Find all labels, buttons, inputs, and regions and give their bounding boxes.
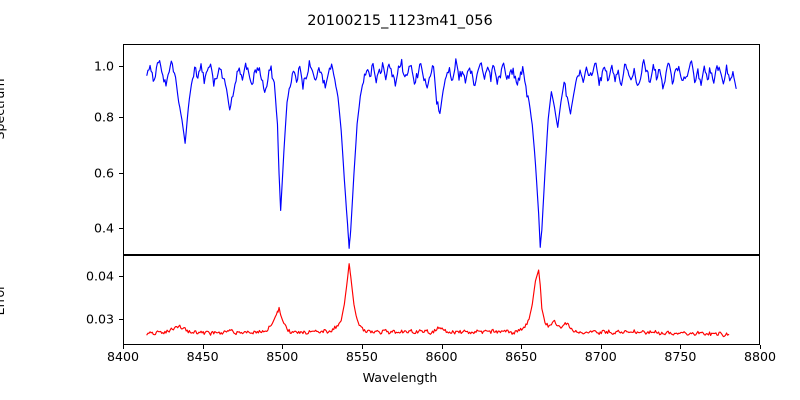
xtick-label-0: 8400	[106, 349, 140, 364]
figure-title: 20100215_1123m41_056	[307, 13, 493, 29]
ytick-label-top-2: 0.6	[93, 165, 114, 181]
xtick-mark-6	[600, 345, 602, 349]
error-line	[146, 263, 730, 338]
spectrum-axes	[123, 44, 760, 255]
xtick-mark-1	[202, 345, 204, 349]
xtick-mark-8	[760, 345, 762, 349]
xtick-mark-2	[282, 345, 284, 349]
xtick-label-5: 8650	[505, 349, 538, 364]
xtick-label-2: 8500	[266, 349, 299, 364]
ytick-label-top-3: 0.4	[93, 220, 114, 236]
ytick-label-top-0: 1.0	[93, 58, 114, 74]
xtick-mark-0	[123, 345, 125, 349]
ytick-mark-top-0	[119, 66, 123, 68]
ytick-mark-bottom-1	[119, 319, 123, 321]
xtick-label-8: 8800	[743, 349, 777, 364]
ytick-label-top-1: 0.8	[93, 109, 114, 125]
xtick-mark-3	[361, 345, 363, 349]
xtick-label-7: 8750	[664, 349, 697, 364]
ytick-label-bottom-1: 0.03	[85, 311, 114, 327]
xtick-mark-4	[441, 345, 443, 349]
xtick-label-3: 8550	[345, 349, 378, 364]
spectrum-line	[146, 58, 737, 249]
ytick-mark-bottom-0	[119, 276, 123, 278]
ytick-mark-top-3	[119, 228, 123, 230]
error-axes	[123, 255, 760, 345]
y-axis-label-error-text: Error	[0, 284, 7, 316]
xtick-label-4: 8600	[425, 349, 458, 364]
ytick-mark-top-1	[119, 117, 123, 119]
y-axis-label-spectrum-text: Spectrum	[0, 78, 7, 140]
x-axis-label: Wavelength	[362, 370, 438, 385]
xtick-mark-7	[680, 345, 682, 349]
xtick-label-6: 8700	[584, 349, 617, 364]
xtick-mark-5	[521, 345, 523, 349]
ytick-label-bottom-0: 0.04	[85, 268, 114, 284]
ytick-mark-top-2	[119, 173, 123, 175]
xtick-label-1: 8450	[186, 349, 219, 364]
